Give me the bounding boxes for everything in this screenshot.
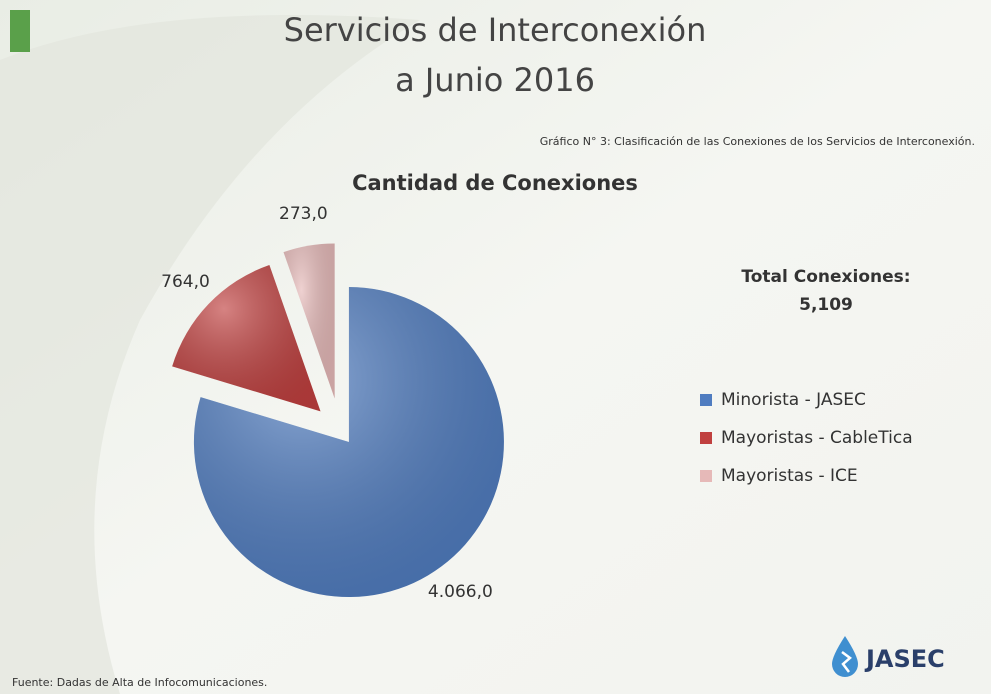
- legend-label: Minorista - JASEC: [721, 390, 866, 410]
- legend-swatch: [700, 432, 712, 444]
- legend-swatch: [700, 470, 712, 482]
- data-label: 4.066,0: [428, 582, 493, 602]
- logo-bolt: [841, 651, 852, 673]
- source-note: Fuente: Dadas de Alta de Infocomunicacio…: [12, 676, 267, 689]
- logo-text: JASEC: [864, 645, 945, 673]
- data-label: 273,0: [279, 204, 328, 224]
- logo: JASEC: [832, 636, 945, 677]
- data-label: 764,0: [161, 272, 210, 292]
- legend-label: Mayoristas - CableTica: [721, 428, 913, 448]
- legend-label: Mayoristas - ICE: [721, 466, 858, 486]
- annotation: 5,109: [799, 295, 853, 315]
- slide-title: a Junio 2016: [395, 61, 595, 99]
- chart-title: Cantidad de Conexiones: [352, 171, 638, 195]
- logo-drop: [832, 636, 858, 677]
- legend-swatch: [700, 394, 712, 406]
- background-swoosh: [0, 15, 420, 694]
- chart-subtitle: Gráfico N° 3: Clasificación de las Conex…: [540, 135, 975, 148]
- accent-bar: [10, 10, 30, 52]
- annotation: Total Conexiones:: [741, 267, 910, 287]
- slide-title: Servicios de Interconexión: [284, 11, 707, 49]
